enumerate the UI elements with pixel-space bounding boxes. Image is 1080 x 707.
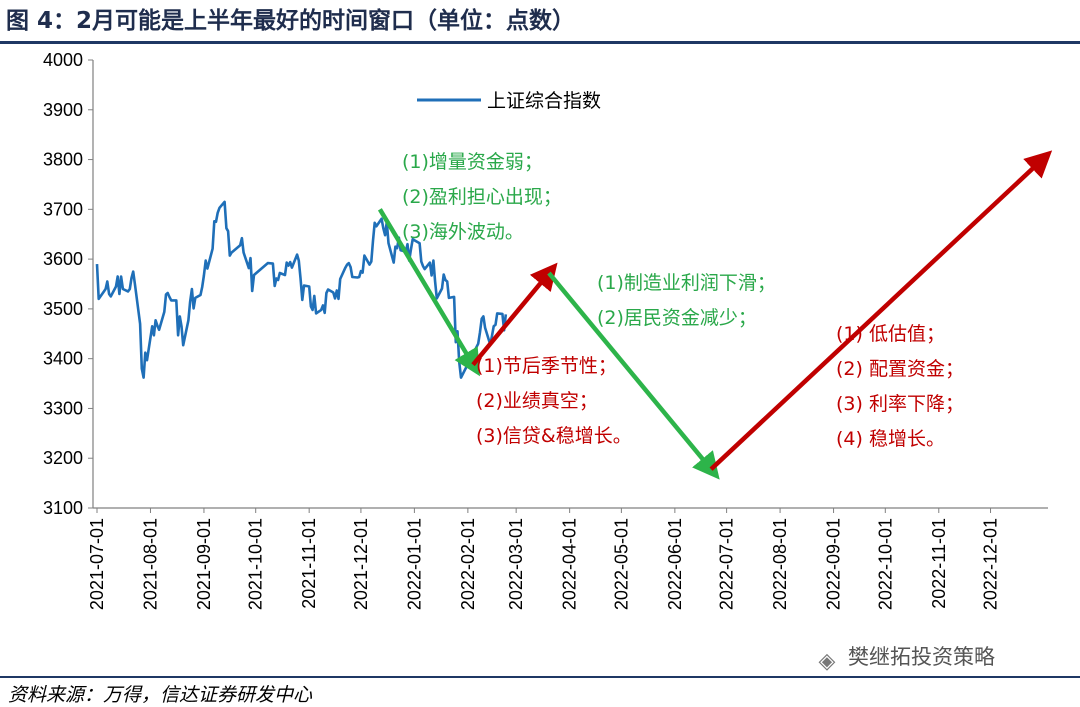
annotation-line: (3)信贷&稳增长。 [476, 425, 632, 447]
annotation-green-2: (1)制造业利润下滑； (2)居民资金减少； [597, 272, 776, 329]
watermark: ◈ 樊继拓投资策略 [812, 641, 995, 673]
x-tick-label: 2022-08-01 [770, 518, 790, 610]
annotation-line: (2)居民资金减少； [597, 307, 757, 329]
title-divider [0, 41, 1080, 44]
x-tick-label: 2021-11-01 [299, 518, 319, 609]
y-tick-label: 3700 [43, 199, 83, 219]
annotation-green-1: (1)增量资金弱； (2)盈利担心出现； (3)海外波动。 [402, 151, 562, 243]
annotations: (1)增量资金弱； (2)盈利担心出现； (3)海外波动。 (1)制造业利润下滑… [402, 151, 964, 450]
annotation-red-2: (1) 低估值； (2) 配置资金； (3) 利率下降； (4) 稳增长。 [836, 323, 964, 450]
annotation-line: (1) 低估值； [836, 323, 945, 345]
y-tick-label: 3800 [43, 150, 83, 170]
x-tick-label: 2022-02-01 [458, 518, 478, 610]
source-note: 资料来源：万得，信达证券研发中心 [8, 684, 313, 706]
green-trend-arrow [547, 271, 720, 480]
x-tick-label: 2022-11-01 [929, 518, 949, 609]
x-tick-label: 2022-06-01 [665, 518, 685, 610]
watermark-text: 樊继拓投资策略 [848, 645, 995, 669]
footer-divider [0, 676, 1080, 678]
annotation-line: (2)业绩真空； [476, 390, 598, 412]
chart-axes: 4000 3900 3800 3700 3600 3500 3400 3300 3200 3100… [43, 50, 1048, 610]
x-tick-label: 2021-08-01 [140, 518, 160, 610]
annotation-line: (3)海外波动。 [402, 221, 524, 243]
x-tick-label: 2022-05-01 [611, 518, 631, 610]
x-tick-label: 2021-10-01 [246, 518, 266, 610]
series-layer [95, 200, 508, 379]
annotation-line: (3) 利率下降； [836, 393, 964, 415]
annotation-line: (2) 配置资金； [836, 358, 964, 380]
x-tick-label: 2022-12-01 [981, 518, 1001, 610]
x-tick-label: 2022-07-01 [717, 518, 737, 610]
series-line [95, 200, 508, 379]
x-tick-label: 2021-09-01 [194, 518, 214, 610]
annotation-line: (2)盈利担心出现； [402, 186, 562, 208]
arrow-layer [377, 150, 1053, 480]
y-tick-label: 3500 [43, 299, 83, 319]
y-tick-label: 3200 [43, 448, 83, 468]
legend-label: 上证综合指数 [487, 90, 601, 112]
x-tick-label: 2021-07-01 [87, 518, 107, 610]
red-trend-arrow [709, 150, 1053, 471]
x-tick-label: 2022-04-01 [560, 518, 580, 610]
y-tick-label: 3600 [43, 249, 83, 269]
y-tick-label: 4000 [43, 50, 83, 70]
x-tick-label: 2022-01-01 [404, 518, 424, 610]
green-trend-arrow [377, 208, 480, 377]
line-chart: 4000 3900 3800 3700 3600 3500 3400 3300 3200 3100… [43, 50, 1053, 610]
y-tick-label: 3300 [43, 398, 83, 418]
y-tick-label: 3400 [43, 349, 83, 369]
red-trend-arrow [471, 262, 558, 367]
annotation-line: (1)制造业利润下滑； [597, 272, 776, 294]
chart-legend: 上证综合指数 [417, 90, 601, 112]
y-tick-label: 3900 [43, 100, 83, 120]
x-tick-label: 2021-12-01 [351, 518, 371, 610]
x-tick-label: 2022-03-01 [506, 518, 526, 610]
x-tick-label: 2022-10-01 [875, 518, 895, 610]
annotation-line: (1)增量资金弱； [402, 151, 543, 173]
page-title: 图 4：2月可能是上半年最好的时间窗口（单位：点数） [6, 8, 576, 34]
wechat-icon: ◈ [818, 649, 836, 674]
annotation-line: (4) 稳增长。 [836, 428, 945, 450]
annotation-line: (1)节后季节性； [476, 355, 617, 377]
annotation-red-1: (1)节后季节性； (2)业绩真空； (3)信贷&稳增长。 [476, 355, 632, 447]
x-tick-label: 2022-09-01 [824, 518, 844, 610]
y-tick-label: 3100 [43, 498, 83, 518]
